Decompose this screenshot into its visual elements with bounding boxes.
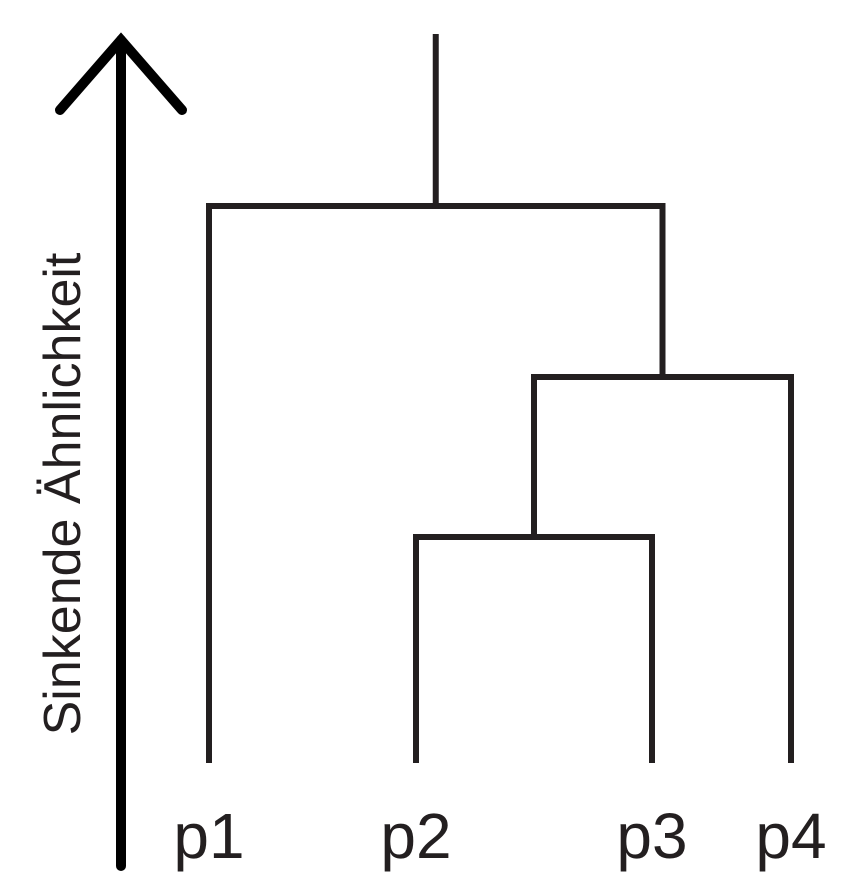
axis-arrowhead-icon	[55, 32, 187, 115]
dendrogram-links	[206, 34, 794, 763]
leaf-label-p2: p2	[380, 800, 451, 872]
leaf-labels: p1 p2 p3 p4	[173, 800, 826, 872]
leaf-label-p1: p1	[173, 800, 244, 872]
similarity-axis-arrow	[55, 32, 187, 871]
axis-label: Sinkende Ähnlichkeit	[34, 252, 92, 735]
leaf-label-p4: p4	[755, 800, 826, 872]
leaf-label-p3: p3	[616, 800, 687, 872]
